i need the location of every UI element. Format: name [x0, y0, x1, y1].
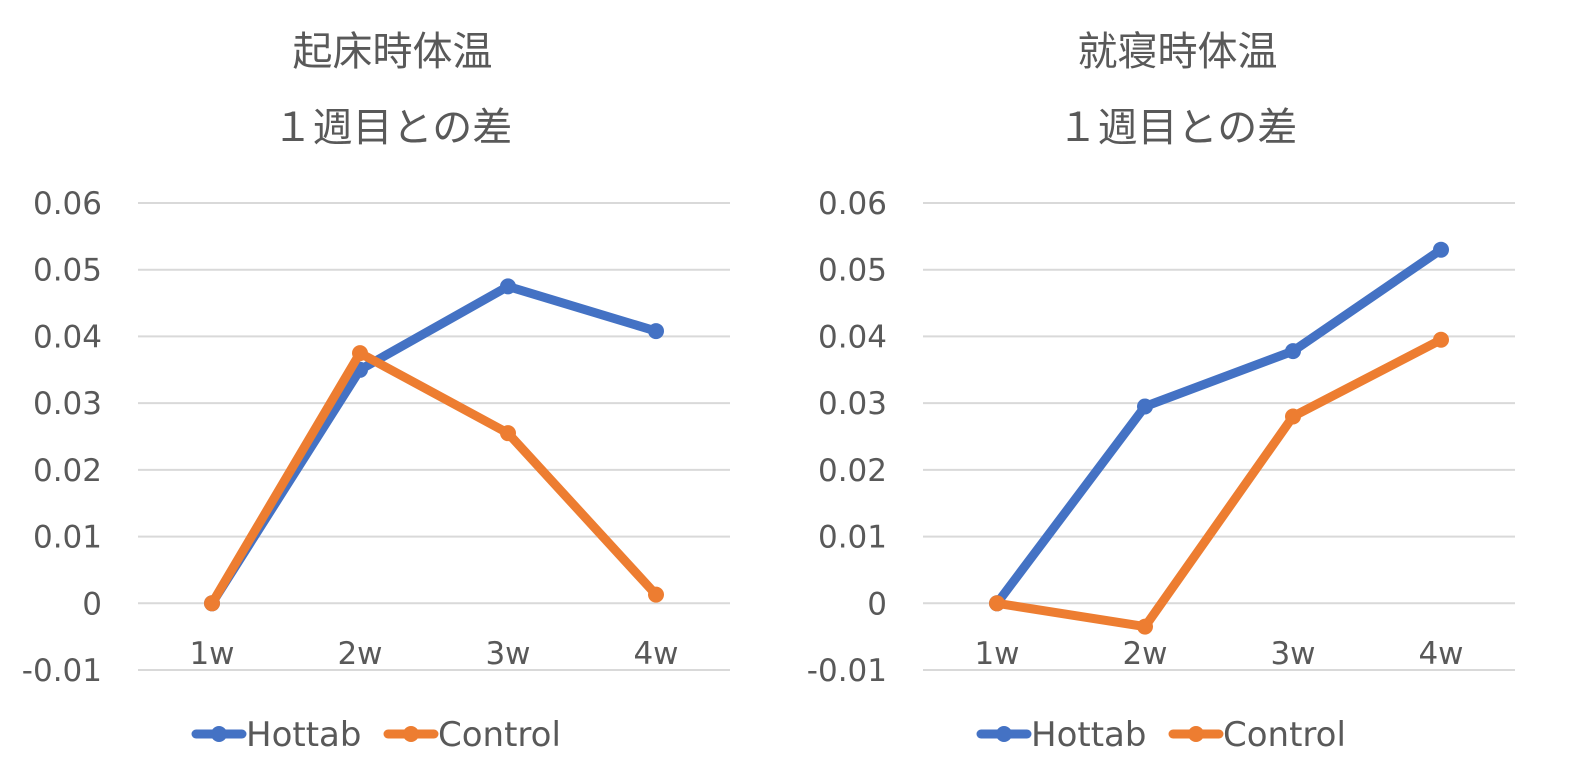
y-tick-label: 0.02: [33, 453, 102, 489]
legend-label-hottab: Hottab: [1031, 715, 1146, 755]
legend-label-control: Control: [1223, 715, 1346, 755]
chart-subtitle: １週目との差: [272, 105, 513, 151]
data-point-control: [204, 595, 220, 612]
y-tick-label: 0.06: [818, 186, 887, 222]
y-tick-label: 0.05: [33, 253, 102, 289]
x-tick-label: 2w: [337, 636, 382, 672]
legend-marker: [211, 726, 227, 742]
data-point-hottab: [1433, 241, 1449, 258]
legend-marker: [996, 726, 1012, 742]
x-tick-label: 1w: [189, 636, 234, 672]
series-line-hottab: [992, 245, 1446, 608]
data-point-control: [352, 345, 368, 362]
plot-area: -0.01 0 0.01 0.02 0.03 0.04 0.05 0.06 1w 2w 3w 4w Ho…: [22, 186, 730, 755]
data-point-hottab: [648, 323, 664, 340]
data-point-control: [1433, 331, 1449, 348]
chart-subtitle: １週目との差: [1057, 105, 1298, 151]
y-tick-label: 0.03: [818, 386, 887, 422]
data-point-control: [1285, 408, 1301, 425]
legend-label-control: Control: [438, 715, 561, 755]
data-point-control: [989, 595, 1005, 612]
y-tick-label: -0.01: [22, 653, 102, 689]
x-tick-label: 2w: [1122, 636, 1167, 672]
data-point-control: [1137, 618, 1153, 635]
chart-title: 就寝時体温: [1077, 29, 1278, 75]
data-point-hottab: [1137, 398, 1153, 415]
series-line-hottab: [207, 281, 661, 608]
y-tick-label: 0.01: [818, 520, 887, 556]
x-tick-label: 3w: [1270, 636, 1315, 672]
legend-label-hottab: Hottab: [246, 715, 361, 755]
y-tick-label: 0.05: [818, 253, 887, 289]
chart-wake-temperature: 起床時体温 １週目との差 -0.01 0 0.01 0.02 0.03 0.04 0.05 0…: [0, 0, 785, 779]
series-line-control: [207, 348, 661, 608]
x-tick-label: 1w: [974, 636, 1019, 672]
x-tick-label: 3w: [485, 636, 530, 672]
y-tick-label: 0.04: [818, 319, 887, 355]
y-tick-label: 0.04: [33, 319, 102, 355]
y-tick-label: 0.01: [33, 520, 102, 556]
y-tick-label: 0: [82, 586, 102, 622]
series-line-control: [992, 335, 1446, 632]
chart-title: 起床時体温: [292, 29, 493, 75]
data-point-hottab: [1285, 343, 1301, 360]
x-tick-label: 4w: [1418, 636, 1463, 672]
plot-area: -0.01 0 0.01 0.02 0.03 0.04 0.05 0.06 1w 2w 3w 4w Ho…: [807, 186, 1515, 755]
y-tick-label: 0: [867, 586, 887, 622]
data-point-hottab: [500, 278, 516, 295]
chart-bedtime-temperature: 就寝時体温 １週目との差 -0.01 0 0.01 0.02 0.03 0.04 0.05 0…: [785, 0, 1570, 779]
y-tick-label: 0.02: [818, 453, 887, 489]
y-tick-label: 0.06: [33, 186, 102, 222]
y-tick-label: -0.01: [807, 653, 887, 689]
data-point-control: [648, 586, 664, 603]
legend-marker: [1188, 726, 1204, 742]
x-tick-label: 4w: [633, 636, 678, 672]
y-tick-label: 0.03: [33, 386, 102, 422]
legend-marker: [403, 726, 419, 742]
data-point-control: [500, 425, 516, 442]
